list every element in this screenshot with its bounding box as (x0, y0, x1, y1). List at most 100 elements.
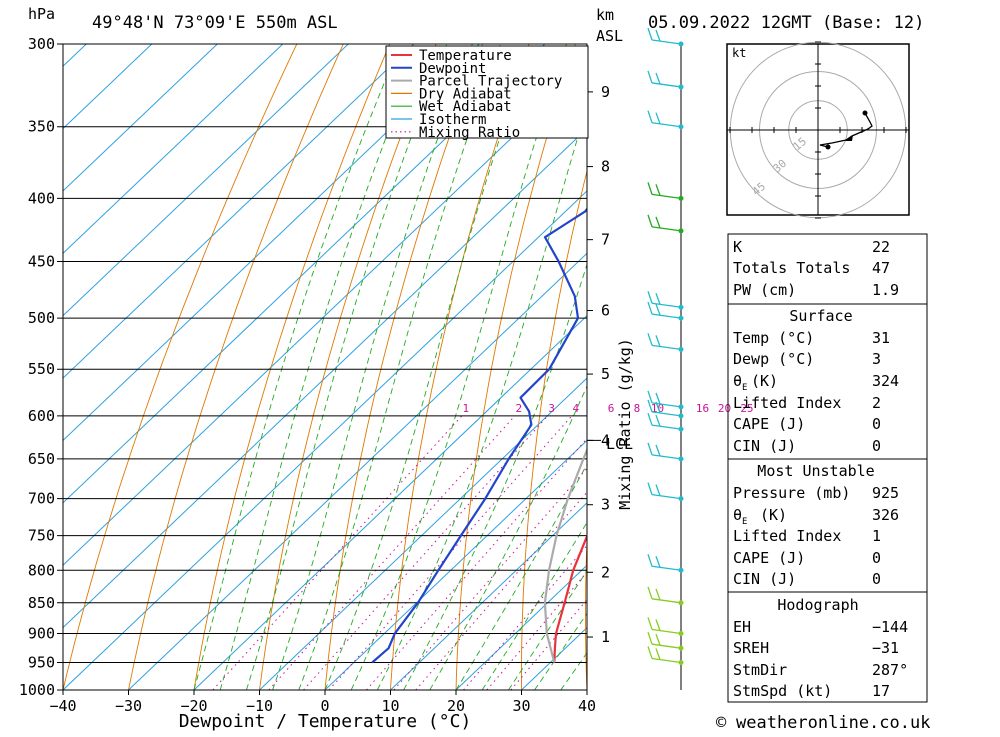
wind-barb-flag (656, 619, 660, 630)
isotherm-line (129, 44, 807, 690)
wind-barb-dot (679, 124, 684, 129)
hodograph-point (826, 145, 831, 150)
wet-adiabat-line (456, 44, 767, 690)
pressure-tick-label: 300 (28, 35, 55, 53)
mu-li-value: 1 (872, 527, 881, 545)
pressure-tick-label: 650 (28, 450, 55, 468)
wind-barb-flag (648, 302, 652, 314)
km-tick-label: 6 (601, 302, 610, 320)
mixing-ratio-label: 8 (634, 402, 641, 415)
wind-barb-dot (679, 228, 684, 233)
wet-adiabat-line (220, 44, 423, 690)
wind-barb-dot (679, 568, 684, 573)
mu-cape-value: 0 (872, 549, 881, 567)
wind-barb-dot (679, 316, 684, 321)
isotherm-line (0, 44, 610, 690)
wind-barb-flag (648, 554, 652, 566)
mixing-ratio-line (394, 416, 633, 690)
wind-barb-staff (652, 425, 681, 429)
stmspd-value: 17 (872, 682, 890, 700)
wind-barb-flag (648, 413, 652, 425)
wind-barb-staff (652, 599, 681, 603)
wind-barb-staff (652, 566, 681, 570)
isotherm-line (0, 44, 479, 690)
eh-label: EH (733, 618, 751, 636)
hodograph-unit-label: kt (732, 46, 746, 60)
wind-barb-dot (679, 646, 684, 651)
wind-barb-flag (648, 182, 652, 194)
dry-adiabat-line (63, 44, 297, 690)
pressure-tick-label: 600 (28, 407, 55, 425)
mixing-ratio-label: 16 (696, 402, 709, 415)
surface-dewp-label: Dewp (°C) (733, 350, 814, 368)
mixing-ratio-label: 1 (462, 402, 469, 415)
wind-barb-flag (656, 556, 660, 567)
pressure-tick-label: 800 (28, 561, 55, 579)
x-axis-label: Dewpoint / Temperature (°C) (179, 711, 472, 732)
surface-dewp-value: 3 (872, 350, 881, 368)
mu-pressure-value: 925 (872, 484, 899, 502)
pressure-tick-label: 350 (28, 118, 55, 136)
sreh-value: −31 (872, 639, 899, 657)
wind-barb-dot (679, 347, 684, 352)
mu-cin-label: CIN (J) (733, 570, 796, 588)
mixing-ratio-axis-label: Mixing Ratio (g/kg) (616, 338, 634, 510)
wind-barb-flag (656, 335, 660, 346)
mixing-ratio-label: 2 (516, 402, 523, 415)
mu-pressure-label: Pressure (mb) (733, 484, 850, 502)
wind-barb-flag (656, 648, 660, 659)
pressure-tick-label: 950 (28, 653, 55, 671)
km-tick-label: 8 (601, 158, 610, 176)
wind-barb-staff (652, 123, 681, 127)
wind-barb-flag (648, 646, 652, 658)
isotherm-line (63, 44, 741, 690)
pressure-tick-label: 900 (28, 624, 55, 642)
legend-entry: Mixing Ratio (419, 125, 520, 141)
km-tick-label: 7 (601, 231, 610, 249)
wind-barb-staff (652, 495, 681, 499)
wind-barb-flag (648, 443, 652, 455)
surface-theta-symbol: θE (733, 372, 747, 393)
wind-barb-staff (652, 83, 681, 87)
surface-temp-value: 31 (872, 329, 890, 347)
km-tick-label: 3 (601, 496, 610, 514)
wind-barb-staff (652, 345, 681, 349)
website-label: weatheronline.co.uk (736, 713, 930, 733)
wind-barb-staff (652, 455, 681, 459)
wet-adiabat-line (351, 44, 566, 690)
wind-barb-staff (652, 227, 681, 231)
wind-barb-flag (648, 617, 652, 629)
wind-barb-flag (648, 632, 652, 644)
wind-barb-staff (652, 629, 681, 633)
mixing-ratio-line (366, 416, 607, 690)
surface-cin-label: CIN (J) (733, 437, 796, 455)
mixing-ratio-label: 3 (548, 402, 555, 415)
wind-barb-dot (679, 456, 684, 461)
wind-barb-flag (648, 71, 652, 83)
temperature-tick-label: 30 (512, 697, 530, 715)
wind-barb-flag (656, 589, 660, 600)
pressure-tick-label: 450 (28, 253, 55, 271)
surface-li-value: 2 (872, 394, 881, 412)
wind-barb-flag (656, 293, 660, 304)
wind-barb-staff (652, 314, 681, 318)
isotherm-line (0, 44, 414, 690)
sreh-label: SREH (733, 639, 769, 657)
pressure-tick-label: 400 (28, 189, 55, 207)
dry-adiabat-line (194, 44, 390, 690)
wind-barb-staff (652, 644, 681, 648)
wind-barb-staff (652, 40, 681, 44)
wind-barb-flag (648, 215, 652, 227)
surface-theta-label: (K) (751, 372, 778, 390)
wet-adiabat-line (325, 44, 532, 690)
dry-adiabat-line (983, 44, 1000, 690)
pressure-tick-label: 550 (28, 360, 55, 378)
wind-barb-dot (679, 404, 684, 409)
mu-theta-value: 326 (872, 506, 899, 524)
km-label: km (596, 6, 614, 24)
wind-barb-flag (656, 304, 660, 315)
wind-barb-flag (656, 634, 660, 645)
